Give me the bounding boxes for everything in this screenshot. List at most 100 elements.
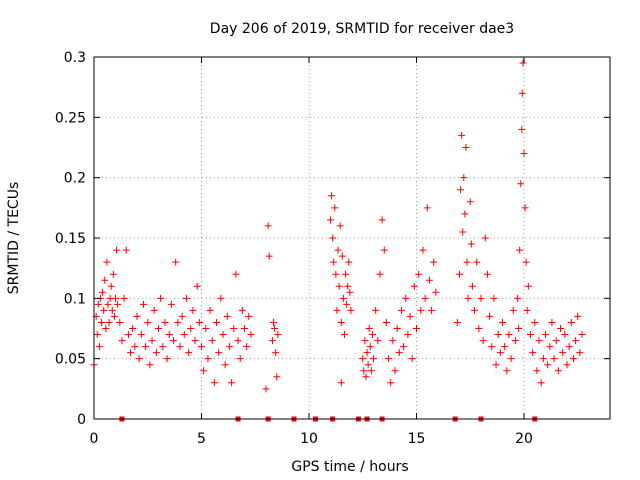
data-point [501,343,509,351]
data-point [265,252,273,260]
data-point [432,288,440,296]
data-point [225,343,233,351]
data-point [415,270,423,278]
data-point [537,379,545,387]
data-point [522,258,530,266]
axis-ticks: 0 5 10 15 20 0 0.05 0.1 0.15 0.2 0.25 0.3 [55,50,610,447]
data-point [367,367,375,375]
data-point [387,379,395,387]
data-point [109,270,117,278]
data-point [144,318,152,326]
data-point [346,288,354,296]
data-point [425,276,433,284]
data-point [114,300,122,308]
data-point [113,246,121,254]
data-point [206,306,214,314]
data-point [548,318,556,326]
data-point [464,294,472,302]
data-point [471,306,479,314]
data-point [236,355,244,363]
data-point [370,355,377,363]
data-point [102,325,110,332]
data-point [515,325,523,332]
data-point [191,337,199,345]
data-point [116,318,124,326]
data-point [339,294,347,302]
data-point [94,300,102,308]
data-point [533,367,541,375]
data-point [521,204,529,212]
data-point [461,210,469,218]
data-point [428,306,436,314]
grid-lines [94,57,610,419]
y-tick-label: 0 [77,412,86,428]
data-point [221,361,229,369]
data-point [481,234,489,242]
data-point [264,222,272,230]
data-point [344,282,352,290]
data-point [270,318,278,326]
data-point [329,234,337,242]
x-tick-label: 10 [300,431,318,447]
data-point [535,337,543,345]
data-point [456,270,463,278]
data-point [457,186,465,194]
x-tick-label: 5 [197,431,206,447]
data-point [554,367,562,375]
data-point [331,204,339,212]
data-point [402,294,410,302]
data-point [142,343,150,351]
y-axis-title: SRMTID / TECUs [6,182,22,295]
data-point [327,216,334,224]
data-point [368,331,376,339]
data-point [397,306,405,314]
data-point [519,59,527,67]
data-point [413,325,420,332]
data-point [99,288,107,296]
data-point [104,300,112,308]
data-point [187,325,195,332]
data-point [343,300,351,308]
x-tick-label: 0 [90,431,99,447]
x-tick-label: 15 [408,431,426,447]
data-point [98,318,106,326]
data-point [271,325,279,332]
data-point [486,312,494,320]
data-point [576,349,584,357]
data-point [539,355,547,363]
data-point [483,270,491,278]
data-point [129,325,137,332]
y-tick-label: 0.05 [55,352,86,368]
data-point [133,312,141,320]
data-point [333,306,341,314]
data-point [274,331,282,339]
data-point [459,228,467,236]
data-point [108,306,116,314]
data-point [380,246,388,254]
data-point [170,337,178,345]
data-point [232,270,240,278]
data-point [374,337,382,345]
data-point [408,355,416,363]
data-point [347,306,355,314]
data-point [569,355,577,363]
data-point [210,379,218,387]
data-point [496,349,504,357]
data-point [572,337,580,345]
data-point [247,331,255,339]
data-point [463,258,471,266]
data-point [167,300,175,308]
data-point [361,337,369,345]
data-point [241,325,248,332]
data-point [200,367,208,375]
data-point [219,331,227,339]
data-point [223,312,231,320]
data-point [578,331,586,339]
data-point [155,325,162,332]
data-point [185,349,193,357]
data-point [198,343,205,351]
data-point [345,258,353,266]
data-point [178,312,186,320]
data-point [494,331,502,339]
data-point [273,373,281,381]
